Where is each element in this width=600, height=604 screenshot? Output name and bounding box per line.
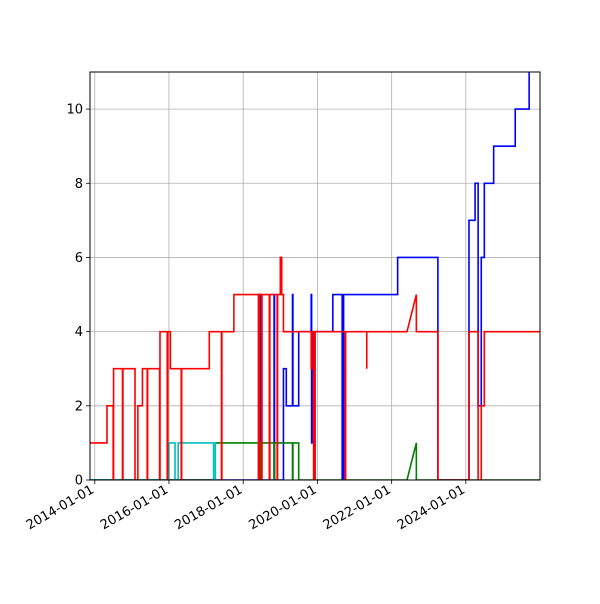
series-lines: [90, 72, 540, 480]
series-line-2: [90, 442, 217, 480]
y-tick-label: 6: [75, 251, 83, 266]
series-line-3: [90, 256, 540, 480]
plot-frame: [89, 71, 541, 481]
y-tick-label: 8: [75, 177, 83, 192]
y-tick-label: 0: [75, 474, 83, 489]
y-tick-label: 2: [75, 399, 83, 414]
y-tick-label: 4: [75, 325, 83, 340]
y-tick-label: 10: [66, 103, 83, 118]
